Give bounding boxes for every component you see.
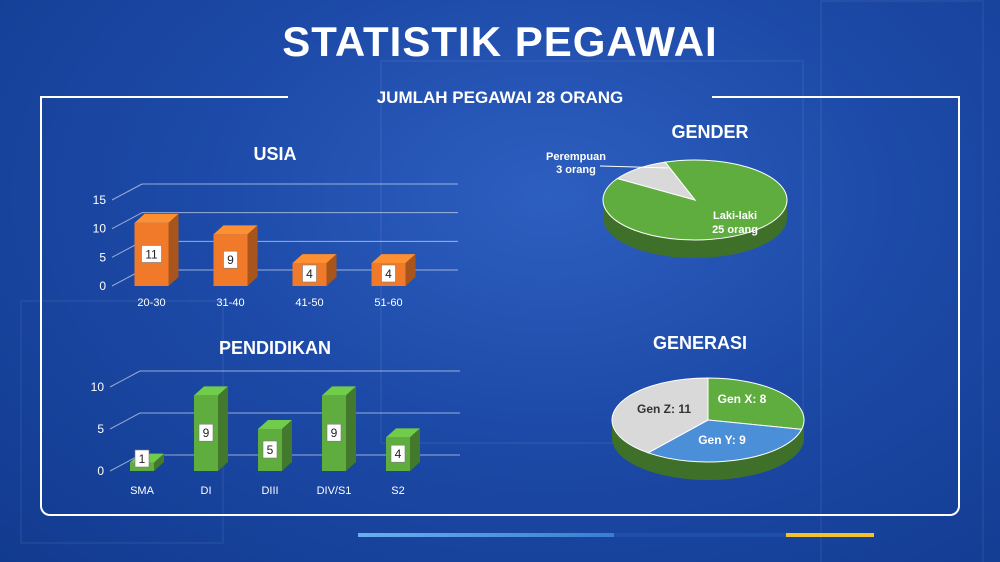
usia-tick-label: 15	[93, 193, 107, 207]
usia-data-label-box	[141, 245, 162, 263]
pendidikan-data-label-box	[134, 449, 150, 468]
pendidikan-data-label: 5	[267, 443, 274, 457]
footer-bar-dark	[614, 533, 786, 537]
pendidikan-data-label: 1	[139, 452, 146, 466]
generasi-slice-label: Gen Z: 11	[637, 402, 691, 416]
pendidikan-bar-side	[282, 420, 292, 471]
usia-tick-label: 0	[99, 279, 106, 293]
pendidikan-bar-side	[154, 453, 164, 471]
content-frame	[40, 96, 960, 516]
gender-chart-title: GENDER	[671, 122, 749, 142]
frame-top-right	[712, 96, 958, 98]
pendidikan-bar-top	[258, 420, 292, 429]
background-building	[380, 60, 804, 444]
usia-data-label: 4	[306, 267, 313, 281]
gender-slice-sublabel: 3 orang	[556, 164, 596, 176]
frame-top-left	[40, 96, 288, 98]
usia-bar-top	[134, 213, 179, 223]
pendidikan-tick-label: 10	[91, 380, 105, 394]
usia-category-label: 41-50	[295, 297, 323, 309]
page-title: STATISTIK PEGAWAI	[282, 18, 718, 65]
subtitle: JUMLAH PEGAWAI 28 ORANG	[376, 88, 624, 107]
generasi-slice-label: Gen Y: 9	[698, 433, 746, 447]
footer-bar-yellow	[786, 533, 874, 537]
footer-bar-blue	[358, 533, 614, 537]
pendidikan-gridline-diag	[109, 412, 141, 430]
pendidikan-data-label: 4	[395, 447, 402, 461]
gender-slice-sublabel: 25 orang	[712, 224, 758, 236]
pendidikan-category-label: DIV/S1	[317, 485, 352, 497]
usia-tick-label: 10	[93, 222, 107, 236]
pendidikan-category-label: S2	[391, 485, 404, 497]
pendidikan-category-label: DI	[201, 485, 212, 497]
usia-bar-side	[326, 254, 337, 286]
gender-slice	[616, 161, 697, 201]
pendidikan-data-label: 9	[203, 426, 210, 440]
pendidikan-bar-top	[322, 386, 356, 396]
usia-bar-top	[213, 225, 258, 235]
pendidikan-category-label: DIII	[261, 485, 278, 497]
usia-gridline-diag	[111, 212, 143, 230]
usia-data-label-box	[381, 264, 396, 283]
pendidikan-data-label-box	[390, 444, 406, 463]
generasi-chart-title: GENERASI	[652, 333, 748, 353]
pendidikan-tick-label: 5	[97, 422, 104, 436]
background-pillar	[820, 0, 984, 562]
pendidikan-data-label-box	[262, 440, 278, 459]
pendidikan-data-label: 9	[331, 426, 338, 440]
usia-gridline-diag	[111, 183, 143, 201]
usia-bar-side	[405, 254, 416, 286]
usia-data-label: 4	[385, 267, 392, 281]
usia-category-label: 51-60	[374, 297, 402, 309]
pendidikan-chart-title: PENDIDIKAN	[218, 338, 331, 358]
usia-tick-label: 5	[99, 250, 106, 264]
gender-leader-line	[599, 165, 669, 169]
generasi-slice	[707, 377, 805, 430]
gender-slice-label: Laki-laki	[713, 210, 757, 222]
pendidikan-tick-label: 0	[97, 464, 104, 478]
pendidikan-category-label: SMA	[130, 485, 155, 497]
pendidikan-bar-top	[386, 428, 420, 438]
generasi-slice	[646, 419, 803, 463]
pendidikan-bar-side	[346, 386, 356, 471]
pendidikan-bar-side	[410, 428, 420, 471]
usia-bar-side	[168, 213, 179, 286]
usia-data-label: 9	[227, 253, 234, 267]
usia-data-label: 11	[145, 247, 158, 261]
usia-data-label-box	[223, 250, 238, 269]
generasi-slice	[611, 377, 709, 454]
usia-bar-top	[292, 254, 337, 264]
usia-category-label: 31-40	[216, 297, 244, 309]
gender-slice-label: Perempuan	[546, 151, 606, 163]
usia-category-label: 20-30	[137, 297, 165, 309]
generasi-slice-label: Gen X: 8	[718, 392, 767, 406]
pendidikan-bar-side	[218, 386, 228, 471]
pendidikan-data-label-box	[198, 423, 214, 442]
pendidikan-bar-top	[194, 386, 228, 396]
usia-bar-top	[371, 254, 416, 264]
pendidikan-gridline-diag	[109, 370, 141, 388]
usia-data-label-box	[302, 264, 317, 283]
usia-bar-side	[247, 225, 258, 286]
pendidikan-data-label-box	[326, 423, 342, 442]
usia-chart-title: USIA	[253, 144, 297, 164]
